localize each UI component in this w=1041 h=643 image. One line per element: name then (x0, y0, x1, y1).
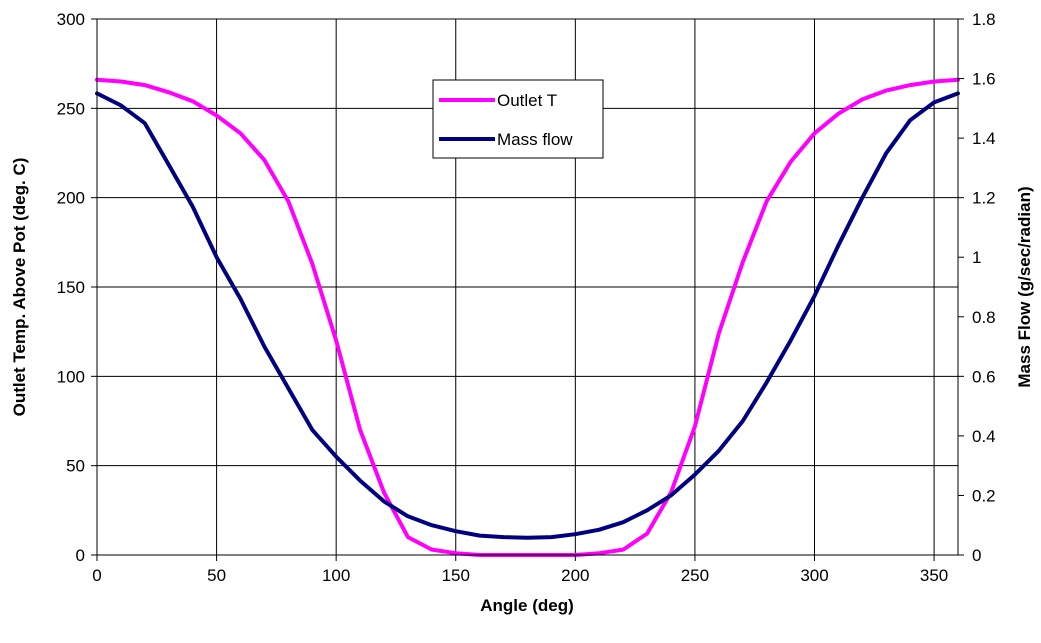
x-tick-label: 200 (561, 566, 589, 585)
right-y-tick-label: 1 (972, 248, 981, 267)
x-tick-label: 350 (920, 566, 948, 585)
x-tick-label: 0 (92, 566, 101, 585)
left-y-tick-label: 150 (57, 278, 85, 297)
left-y-tick-label: 0 (76, 546, 85, 565)
legend-label-mass-flow: Mass flow (497, 130, 573, 149)
x-tick-label: 100 (322, 566, 350, 585)
left-y-tick-label: 200 (57, 189, 85, 208)
right-y-axis-title: Mass Flow (g/sec/radian) (1015, 186, 1034, 387)
left-y-tick-label: 250 (57, 99, 85, 118)
legend-box (432, 79, 604, 159)
left-y-tick-label: 300 (57, 10, 85, 29)
series-line-mass-flow (95, 91, 960, 540)
left-y-tick-label: 50 (66, 457, 85, 476)
right-y-tick-label: 0.4 (972, 427, 996, 446)
right-y-tick-label: 1.6 (972, 70, 996, 89)
right-y-tick-label: 0.8 (972, 308, 996, 327)
x-axis-title: Angle (deg) (480, 596, 574, 615)
x-tick-label: 300 (800, 566, 828, 585)
right-y-tick-label: 0.6 (972, 367, 996, 386)
legend: Outlet T Mass flow (432, 79, 604, 159)
legend-label-outlet-t: Outlet T (497, 91, 557, 110)
axes (91, 18, 964, 561)
right-y-tick-label: 1.2 (972, 189, 996, 208)
right-y-tick-label: 0.2 (972, 486, 996, 505)
right-y-tick-label: 0 (972, 546, 981, 565)
right-y-tick-label: 1.4 (972, 129, 996, 148)
tick-labels: 0 50 100 150 200 250 300 0 50 100 150 200 250 300 350 0… (57, 10, 996, 585)
left-y-axis-title: Outlet Temp. Above Pot (deg. C) (10, 158, 29, 417)
x-tick-label: 250 (681, 566, 709, 585)
left-y-tick-label: 100 (57, 367, 85, 386)
right-y-tick-label: 1.8 (972, 10, 996, 29)
x-tick-label: 150 (442, 566, 470, 585)
x-tick-label: 50 (207, 566, 226, 585)
